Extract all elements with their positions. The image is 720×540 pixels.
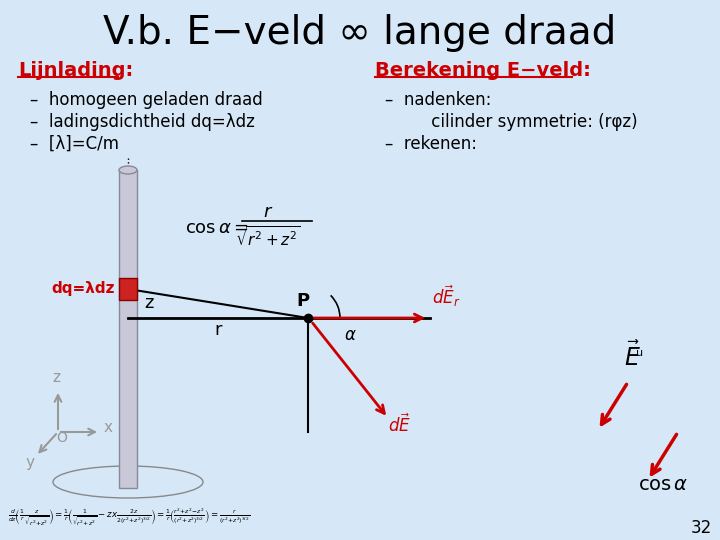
- Text: $\frac{d}{dz}\!\left(\frac{1}{r}\frac{z}{\sqrt{r^2\!+\!z^2}}\right)=\frac{1}{r}\: $\frac{d}{dz}\!\left(\frac{1}{r}\frac{z}…: [8, 507, 250, 529]
- Text: $\alpha$: $\alpha$: [344, 326, 356, 344]
- Text: cilinder symmetrie: (rφz): cilinder symmetrie: (rφz): [405, 113, 638, 131]
- Text: $\cos\alpha =$: $\cos\alpha =$: [185, 219, 248, 237]
- Text: x: x: [104, 420, 112, 435]
- Text: $\vec{E}$: $\vec{E}$: [624, 341, 641, 371]
- Bar: [119, 278, 137, 300]
- Text: dq=λdz: dq=λdz: [52, 281, 115, 296]
- Text: u: u: [636, 348, 643, 358]
- Text: $d\vec{E}$: $d\vec{E}$: [388, 414, 411, 436]
- Text: Lijnlading:: Lijnlading:: [18, 60, 133, 79]
- Text: $r$: $r$: [263, 203, 273, 221]
- Text: r: r: [215, 321, 222, 339]
- Text: V.b. E−veld ∞ lange draad: V.b. E−veld ∞ lange draad: [104, 14, 616, 52]
- Text: $d\vec{E}_r$: $d\vec{E}_r$: [432, 284, 461, 309]
- Text: O: O: [57, 431, 68, 445]
- Ellipse shape: [119, 166, 137, 174]
- Text: –  rekenen:: – rekenen:: [385, 135, 477, 153]
- Text: z: z: [144, 294, 153, 312]
- Text: –  [λ]=C/m: – [λ]=C/m: [30, 135, 119, 153]
- Text: z: z: [52, 370, 60, 385]
- Text: $\cos\alpha$: $\cos\alpha$: [638, 475, 688, 494]
- Bar: [119, 170, 137, 488]
- Text: –  homogeen geladen draad: – homogeen geladen draad: [30, 91, 263, 109]
- Text: P: P: [296, 292, 309, 310]
- Text: 32: 32: [690, 519, 712, 537]
- Text: –  nadenken:: – nadenken:: [385, 91, 491, 109]
- Text: –  ladingsdichtheid dq=λdz: – ladingsdichtheid dq=λdz: [30, 113, 255, 131]
- Text: y: y: [25, 455, 35, 470]
- Text: Berekening E−veld:: Berekening E−veld:: [375, 60, 591, 79]
- Text: $\sqrt{r^2+z^2}$: $\sqrt{r^2+z^2}$: [235, 225, 301, 249]
